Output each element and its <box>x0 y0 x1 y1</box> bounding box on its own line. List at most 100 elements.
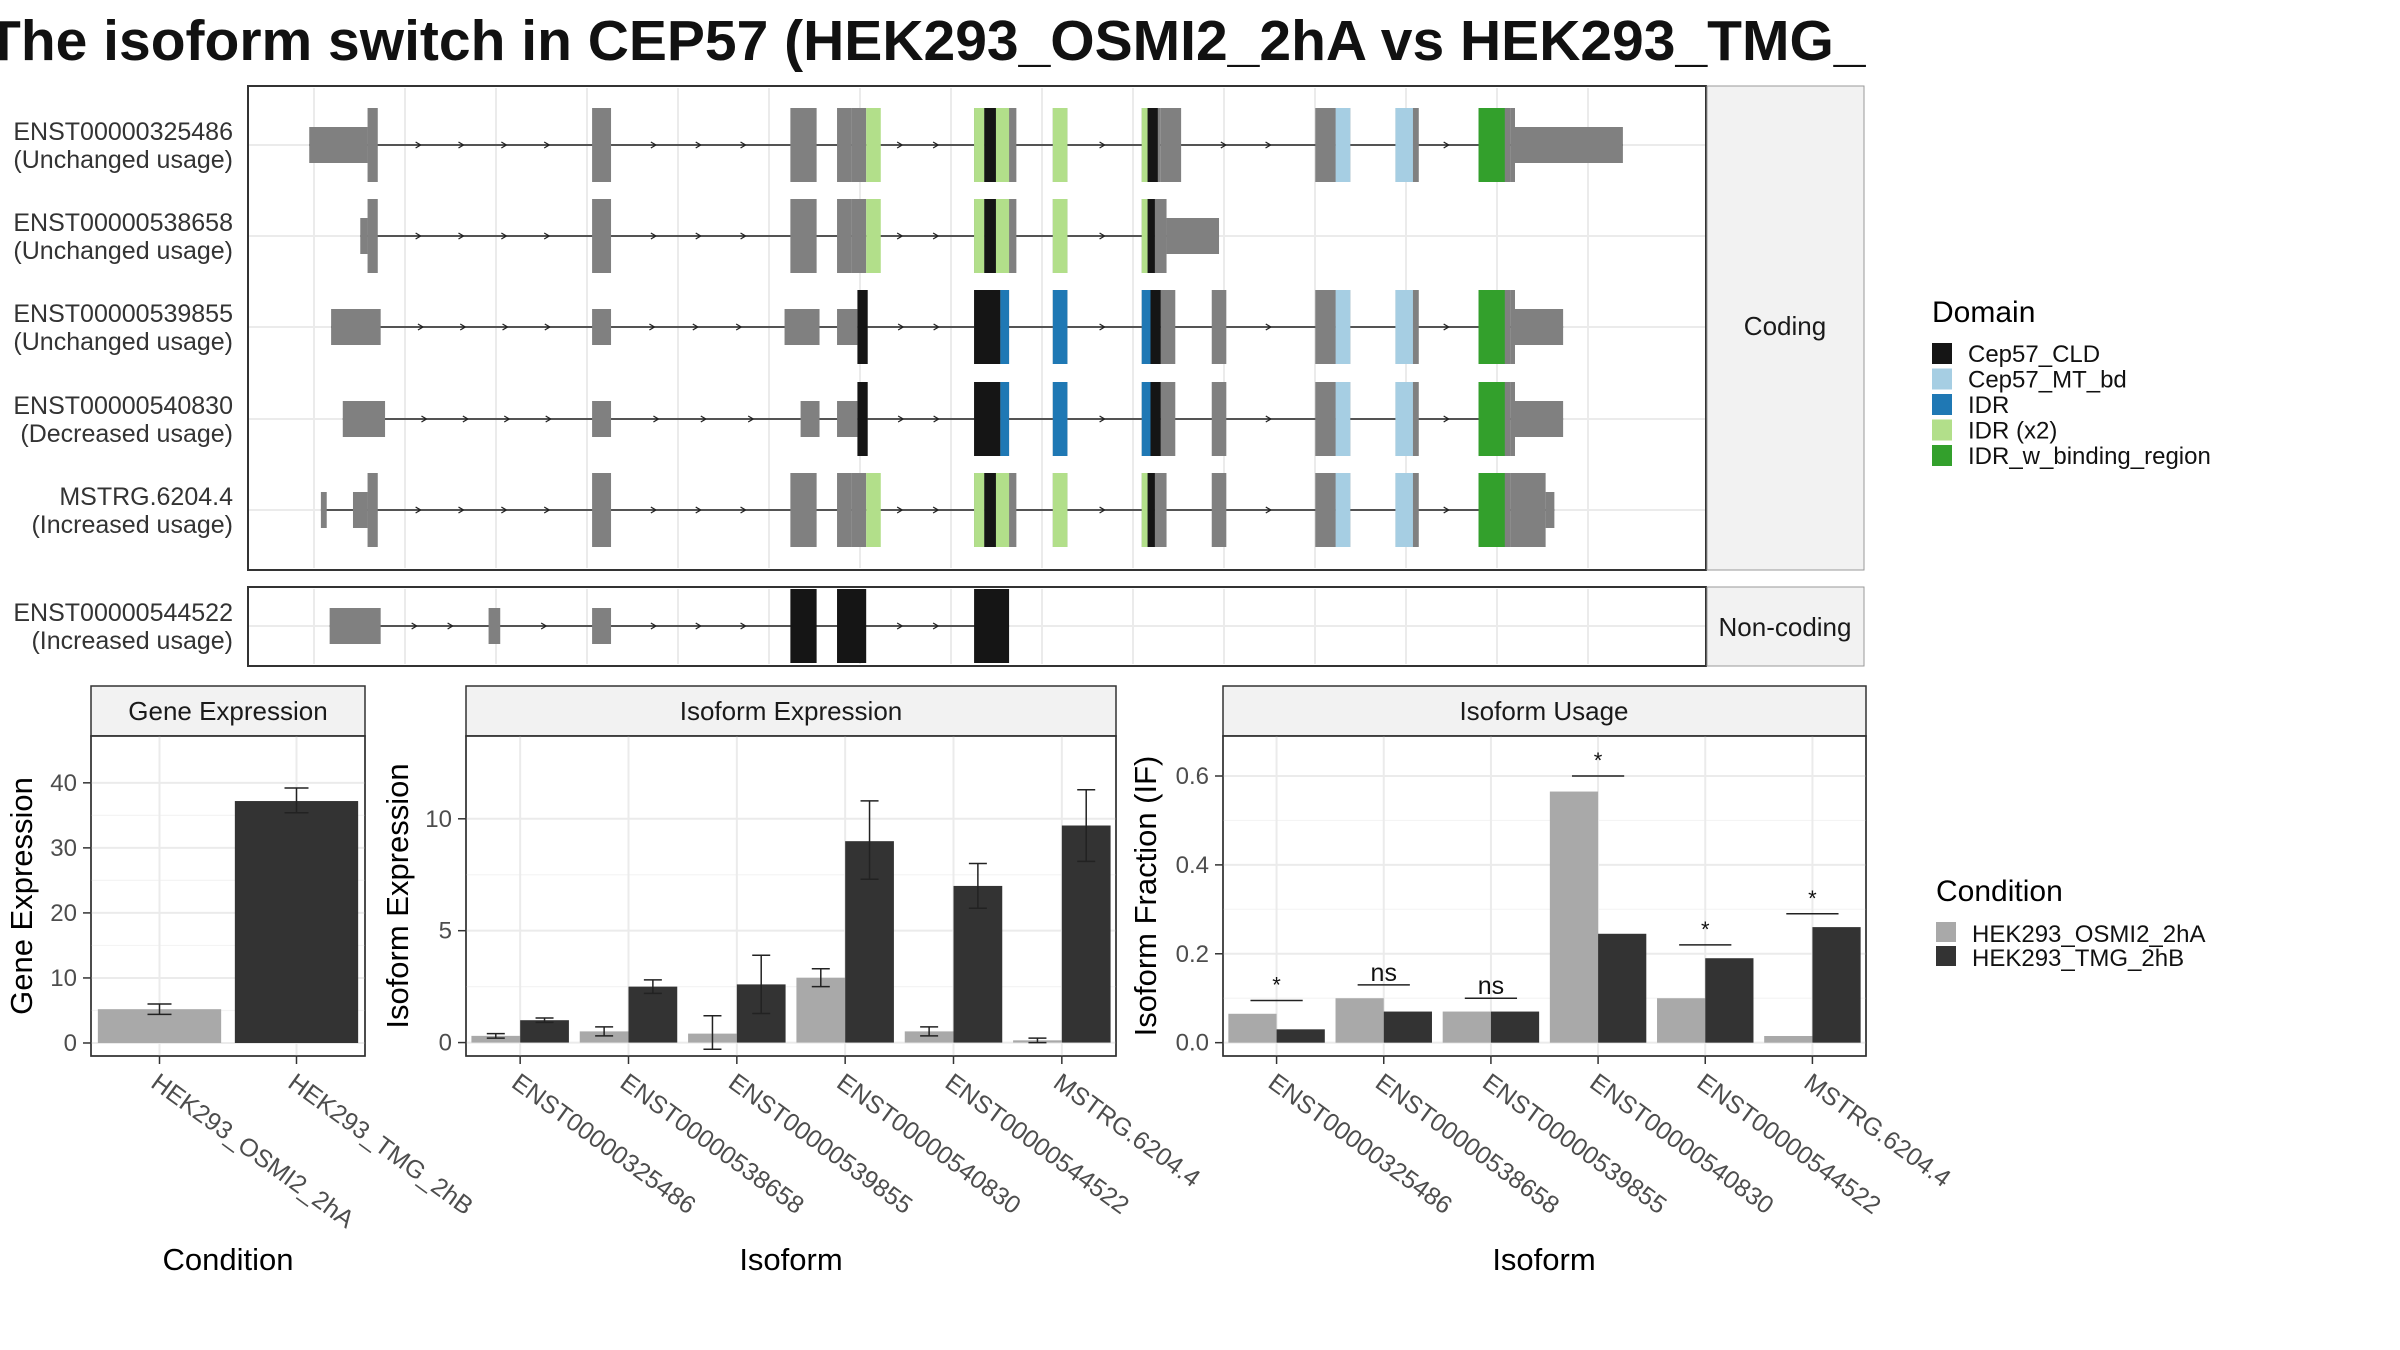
domain-legend-label: IDR_w_binding_region <box>1968 443 2211 470</box>
strip-label-coding: Coding <box>1744 311 1826 341</box>
domain-segment <box>1478 290 1505 364</box>
gene-expression-strip <box>90 685 366 737</box>
transcript-id-label: MSTRG.6204.4 <box>59 483 233 511</box>
condition-label-1: HEK293_OSMI2_2hA <box>1972 921 2205 948</box>
domain-segment <box>1395 290 1413 364</box>
domain-segment <box>1147 199 1155 273</box>
condition-legend: Condition HEK293_OSMI2_2hA HEK293_TMG_2h… <box>1936 875 2205 972</box>
direction-arrow <box>735 323 743 331</box>
transcript-track <box>320 473 1555 547</box>
bar <box>1383 1011 1432 1043</box>
domain-segment <box>1395 473 1413 547</box>
domain-legend-label: IDR <box>1968 392 2009 419</box>
direction-arrow <box>896 622 904 630</box>
domain-segment <box>1147 473 1155 547</box>
y-tick-label: 0 <box>439 1030 452 1057</box>
domain-segment <box>974 382 1001 456</box>
direction-arrow <box>1265 506 1273 514</box>
coding-exon <box>1315 473 1336 547</box>
utr-exon <box>342 401 386 437</box>
transcript-labels: ENST00000325486(Unchanged usage)ENST0000… <box>13 118 233 655</box>
direction-arrow <box>1220 141 1228 149</box>
utr-exon <box>1515 127 1623 163</box>
isoform-expression-title: Isoform Expression <box>680 696 903 726</box>
gene-expression-xlabel: Condition <box>163 1242 294 1277</box>
domain-segment <box>984 199 996 273</box>
transcript-track <box>360 199 1220 273</box>
utr-exon <box>1545 492 1555 528</box>
direction-arrow <box>1443 506 1450 514</box>
y-tick-label: 40 <box>50 770 77 797</box>
isoform-usage-title: Isoform Usage <box>1459 696 1628 726</box>
gene-expression-title: Gene Expression <box>128 696 327 726</box>
chart-title: The isoform switch in CEP57 (HEK293_OSMI… <box>0 9 1866 73</box>
coding-exon <box>1160 108 1182 182</box>
coding-exon <box>837 108 852 182</box>
coding-exon <box>1160 290 1176 364</box>
y-tick-label: 0 <box>64 1030 77 1057</box>
utr-exon <box>329 608 381 644</box>
coding-exon <box>790 199 817 273</box>
y-tick-label: 0.0 <box>1176 1030 1209 1057</box>
x-tick-label: ENST00000544522 <box>1692 1068 1886 1220</box>
domain-legend-swatch <box>1932 368 1952 390</box>
direction-arrow <box>932 622 940 630</box>
bar <box>520 1020 569 1043</box>
transcript-id-label: ENST00000540830 <box>13 392 233 420</box>
bar <box>953 885 1003 1043</box>
direction-arrow <box>932 141 940 149</box>
coding-exon <box>367 199 378 273</box>
direction-arrow <box>932 506 940 514</box>
y-tick-label: 10 <box>50 965 77 992</box>
coding-exon <box>1412 473 1419 547</box>
utr-exon <box>331 309 381 345</box>
transcript-status-label: (Unchanged usage) <box>13 237 233 265</box>
direction-arrow <box>896 506 904 514</box>
coding-exon <box>1510 382 1516 456</box>
direction-arrow <box>695 622 702 630</box>
utr-exon <box>320 492 327 528</box>
utr-exon <box>488 608 498 644</box>
coding-exon <box>1510 108 1516 182</box>
direction-arrow <box>932 232 940 240</box>
domain-segment <box>1052 199 1068 273</box>
domain-segment <box>1395 108 1413 182</box>
bar <box>628 986 678 1043</box>
direction-arrow <box>650 141 658 149</box>
condition-swatch-2 <box>1936 946 1956 966</box>
coding-exon <box>592 473 612 547</box>
direction-arrow <box>650 622 658 630</box>
utr-exon <box>1166 218 1220 254</box>
domain-segment <box>974 290 1001 364</box>
transcript-track <box>331 290 1564 364</box>
x-tick-label: ENST00000544522 <box>940 1068 1134 1220</box>
bar <box>234 801 359 1043</box>
domain-segment <box>1150 290 1161 364</box>
x-tick-label: ENST00000540830 <box>1585 1068 1779 1220</box>
domain-legend-swatch <box>1932 343 1952 364</box>
domain-segment <box>1478 108 1505 182</box>
direction-arrow <box>502 323 509 331</box>
utr-exon <box>1515 309 1564 345</box>
bar <box>1764 1036 1813 1043</box>
direction-arrow <box>540 622 548 630</box>
coding-exon <box>1154 473 1167 547</box>
direction-arrow <box>411 622 418 630</box>
isoform-expression-panel <box>465 735 1117 1057</box>
transcript-status-label: (Decreased usage) <box>20 420 233 448</box>
significance-label: ns <box>1371 959 1397 987</box>
domain-segment <box>1141 108 1148 182</box>
direction-arrow <box>459 323 467 331</box>
domain-legend-label: Cep57_MT_bd <box>1968 367 2127 394</box>
direction-arrow <box>501 141 508 149</box>
y-tick-label: 10 <box>425 806 452 833</box>
coding-exon <box>1510 290 1516 364</box>
domain-segment <box>866 199 881 273</box>
domain-segment <box>1335 382 1351 456</box>
direction-arrow <box>1443 323 1450 331</box>
transcript-status-label: (Increased usage) <box>31 627 233 655</box>
direction-arrow <box>1099 232 1106 240</box>
direction-arrow <box>740 141 747 149</box>
